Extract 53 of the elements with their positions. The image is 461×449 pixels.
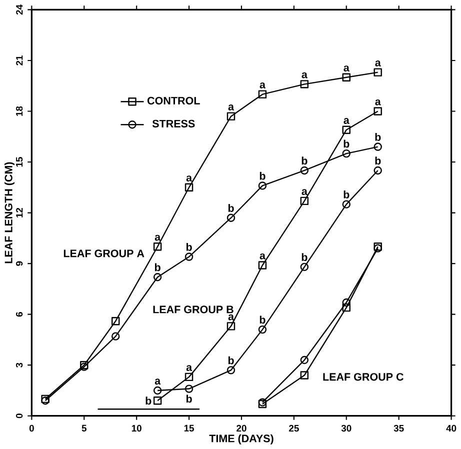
- annotation: b: [302, 156, 308, 165]
- annotation: b: [186, 394, 192, 403]
- x-tick-label: 5: [82, 424, 86, 432]
- annotation: b: [375, 156, 381, 165]
- annotation: b: [344, 190, 350, 198]
- annotation: a: [228, 314, 234, 320]
- x-tick-label: 25: [289, 424, 299, 432]
- annotation: a: [375, 99, 381, 106]
- y-tick-label: 24: [16, 4, 23, 15]
- annotation: a: [375, 60, 381, 66]
- annotation: b: [146, 396, 152, 405]
- annotation: b: [260, 316, 266, 324]
- x-tick-label: 10: [132, 424, 142, 432]
- annotation: b: [154, 263, 160, 272]
- annotation: a: [260, 253, 266, 260]
- annotation: b: [228, 204, 234, 212]
- y-tick-label: 18: [16, 106, 23, 116]
- y-tick-label: 0: [16, 414, 23, 418]
- x-tick-label: 30: [341, 424, 352, 432]
- x-tick-label: 35: [394, 424, 404, 432]
- x-tick-label: 0: [29, 424, 34, 432]
- y-tick-label: 9: [16, 261, 23, 266]
- y-tick-label: 3: [16, 362, 23, 368]
- annotation: b: [186, 243, 192, 251]
- annotation: a: [344, 118, 350, 124]
- x-tick-label: 15: [184, 424, 194, 432]
- annotation: LEAF GROUP A: [64, 250, 144, 258]
- annotation: a: [344, 66, 350, 72]
- y-tick-label: 12: [16, 208, 23, 218]
- annotation: a: [186, 176, 192, 182]
- x-tick-label: 40: [446, 424, 456, 432]
- legend-label: STRESS: [152, 120, 195, 128]
- annotation: b: [344, 140, 350, 148]
- annotation: a: [302, 189, 308, 196]
- x-axis-title: TIME (DAYS): [209, 434, 274, 444]
- y-tick-label: 6: [16, 312, 23, 317]
- y-tick-label: 21: [16, 56, 23, 66]
- annotation: a: [154, 234, 161, 241]
- annotation: b: [375, 133, 381, 141]
- y-axis-title: LEAF LENGTH (CM): [4, 162, 15, 264]
- annotation: a: [154, 378, 161, 385]
- annotation: a: [260, 82, 266, 88]
- legend-label: CONTROL: [147, 96, 200, 105]
- annotation: a: [186, 365, 192, 372]
- x-tick-label: 20: [236, 424, 246, 432]
- annotation: a: [302, 72, 308, 78]
- annotation: b: [228, 356, 234, 364]
- annotation: LEAF GROUP B: [153, 306, 234, 314]
- annotation: a: [228, 104, 234, 110]
- y-tick-label: 15: [16, 157, 23, 167]
- annotation: LEAF GROUP C: [323, 373, 404, 381]
- annotation: b: [302, 253, 308, 262]
- annotation: b: [260, 172, 266, 180]
